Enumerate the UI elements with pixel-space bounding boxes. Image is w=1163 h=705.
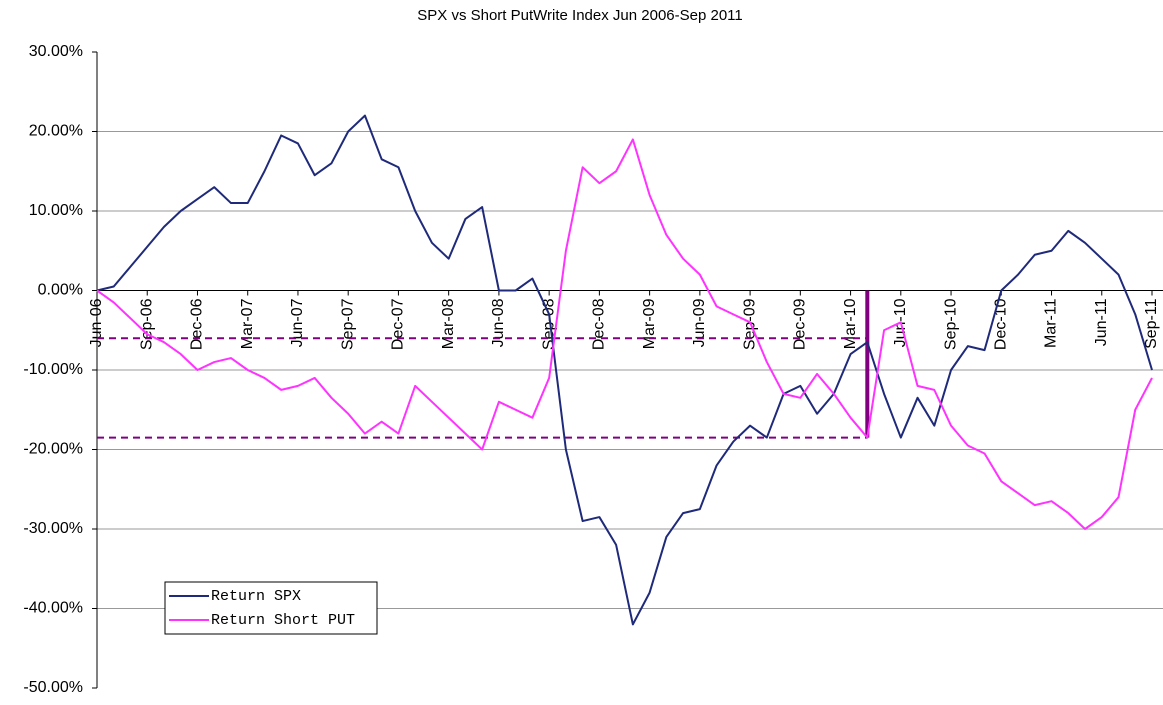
x-tick-label: Dec-09: [792, 298, 809, 350]
x-tick-label: Sep-07: [339, 298, 356, 350]
y-tick-label: -20.00%: [23, 441, 83, 458]
x-tick-label: Jun-07: [289, 298, 306, 347]
y-tick-label: -50.00%: [23, 679, 83, 696]
legend: Return SPX Return Short PUT: [164, 581, 378, 635]
x-tick-label: Dec-06: [189, 298, 206, 350]
x-tick-label: Jun-06: [88, 298, 105, 347]
x-tick-label: Jun-08: [490, 298, 507, 347]
x-tick-label: Jun-09: [691, 298, 708, 347]
x-tick-label: Sep-06: [138, 298, 155, 350]
x-tick-label: Sep-08: [540, 298, 557, 350]
x-tick-label: Mar-10: [842, 298, 859, 349]
y-tick-label: 20.00%: [29, 123, 83, 140]
y-tick-label: 10.00%: [29, 202, 83, 219]
legend-label: Return Short PUT: [211, 612, 355, 629]
x-tick-label: Jun-11: [1093, 298, 1110, 346]
x-tick-label: Sep-09: [741, 298, 758, 350]
line: [96, 138, 1153, 530]
chart-title: SPX vs Short PutWrite Index Jun 2006-Sep…: [417, 7, 742, 24]
x-tick-label: Mar-07: [239, 298, 256, 349]
legend-label: Return SPX: [211, 588, 301, 605]
x-tick-label: Sep-10: [942, 298, 959, 350]
y-tick-label: -30.00%: [23, 520, 83, 537]
y-tick-label: -40.00%: [23, 600, 83, 617]
x-tick-label: Dec-08: [591, 298, 608, 350]
legend-box: [164, 581, 378, 635]
y-tick-label: -10.00%: [23, 361, 83, 378]
y-tick-label: 30.00%: [29, 43, 83, 60]
line: [96, 114, 1153, 626]
x-tick-label: Dec-10: [993, 298, 1010, 350]
x-tick-label: Mar-09: [641, 298, 658, 349]
x-tick-label: Mar-11: [1043, 298, 1060, 348]
x-tick-label: Sep-11: [1143, 298, 1160, 349]
x-tick-label: Mar-08: [440, 298, 457, 349]
y-tick-label: 0.00%: [38, 282, 83, 299]
x-tick-label: Dec-07: [390, 298, 407, 350]
